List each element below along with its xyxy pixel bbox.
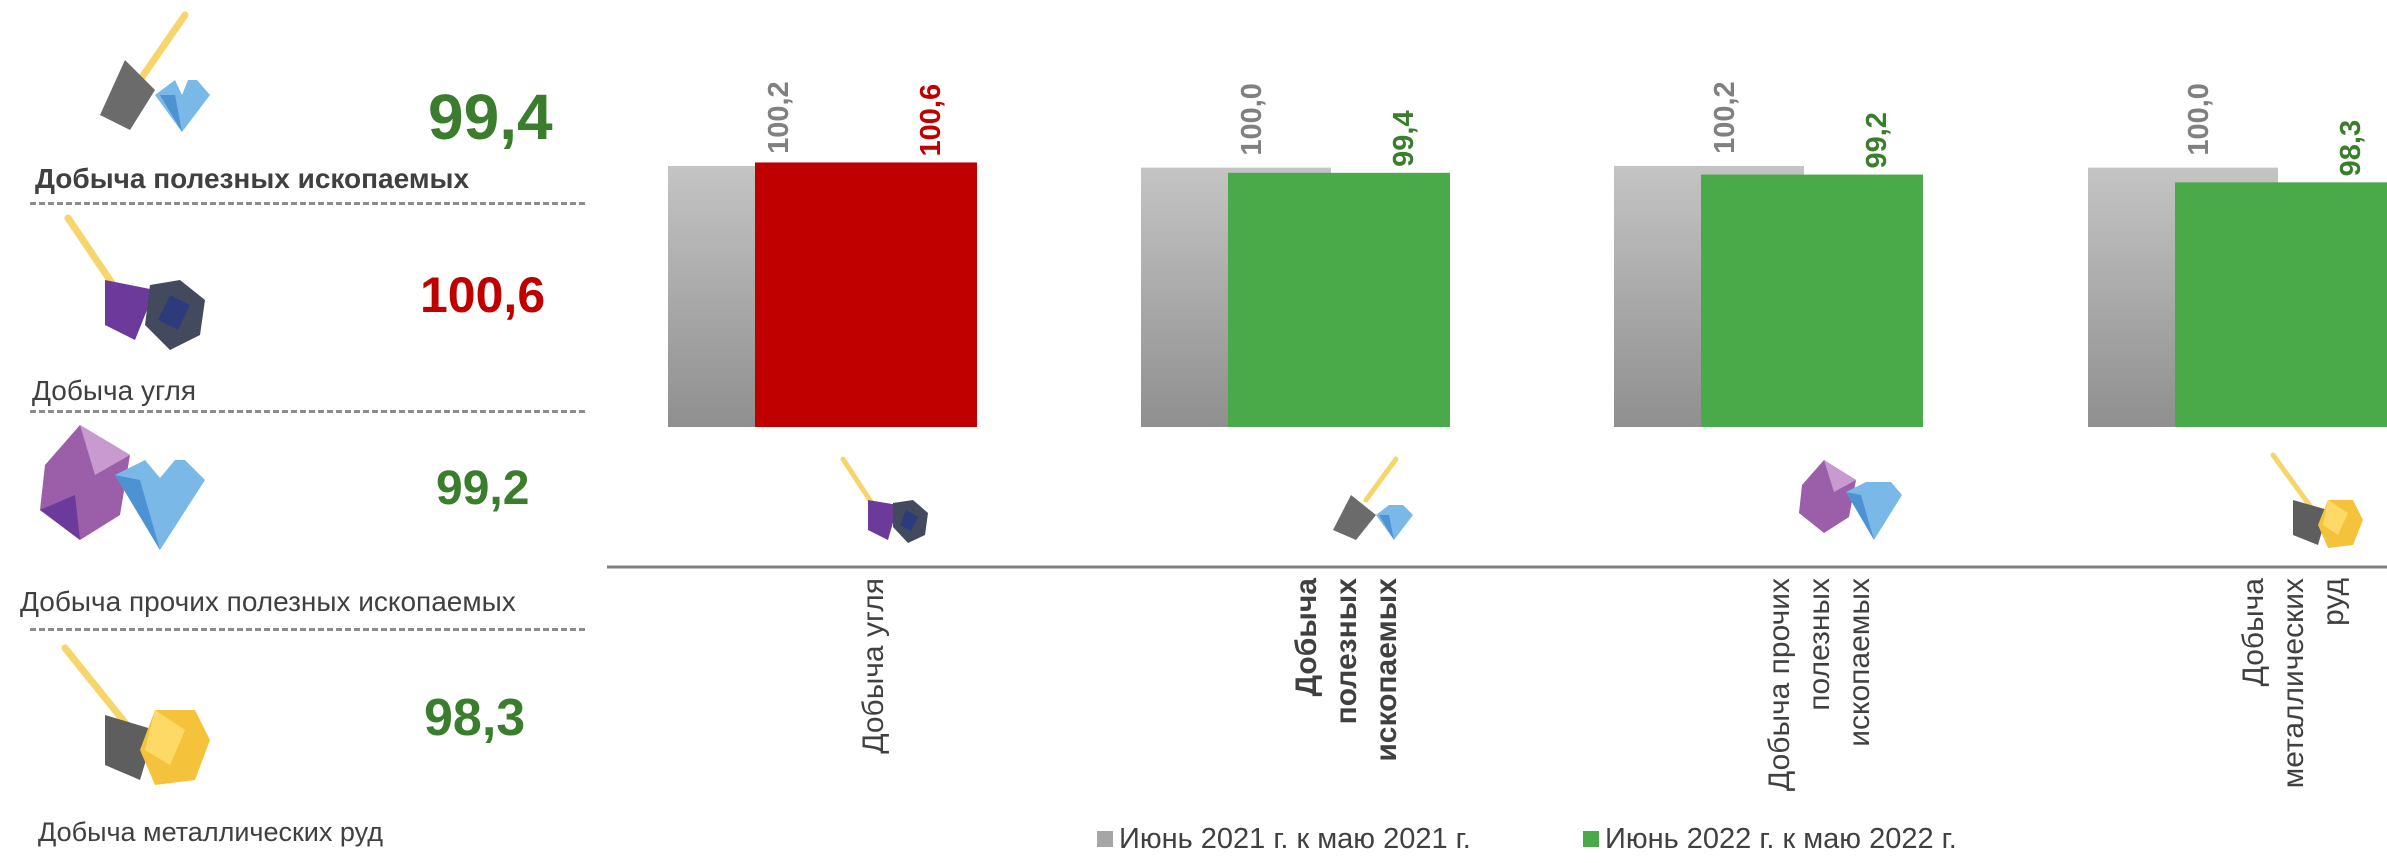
legend-item-prev: Июнь 2021 г. к маю 2021 г.	[1097, 823, 1471, 856]
bar-curr-0	[755, 162, 977, 427]
bar-curr-2	[1701, 174, 1923, 427]
value-label-prev-1: 100,0	[1236, 83, 1268, 156]
category-label-3-0: Добыча	[2237, 578, 2270, 687]
category-label-1-0: Добыча	[1290, 578, 1323, 697]
category-label-2-2: ископаемых	[1843, 578, 1876, 747]
shovel-gold-ore-icon	[61, 644, 210, 785]
crystal-diamond-icon	[40, 425, 205, 550]
value-label-prev-3: 100,0	[2183, 83, 2215, 156]
shovel-coal-icon	[64, 214, 205, 350]
summary-value-coal: 100,6	[420, 267, 546, 323]
summary-label-metal: Добыча металлических руд	[38, 817, 383, 847]
legend-item-curr: Июнь 2022 г. к маю 2022 г.	[1583, 823, 1957, 856]
value-label-curr-3: 98,3	[2335, 120, 2367, 176]
value-label-prev-2: 100,2	[1709, 81, 1741, 154]
bar-curr-1	[1228, 172, 1450, 427]
category-label-2-0: Добыча прочих	[1763, 578, 1796, 791]
summary-label-other: Добыча прочих полезных ископаемых	[20, 586, 516, 617]
legend-label-prev: Июнь 2021 г. к маю 2021 г.	[1119, 823, 1471, 855]
divider	[30, 628, 585, 631]
legend-swatch-curr	[1583, 831, 1599, 847]
crystal-diamond-icon	[1799, 460, 1902, 540]
value-label-curr-0: 100,6	[915, 84, 947, 157]
shovel-diamond-icon	[1333, 456, 1413, 540]
summary-value-mining: 99,4	[428, 81, 553, 153]
bar-curr-3	[2175, 182, 2387, 427]
value-label-curr-2: 99,2	[1861, 112, 1893, 168]
shovel-coal-icon	[840, 456, 928, 543]
divider	[30, 410, 585, 413]
summary-value-metal: 98,3	[424, 689, 526, 747]
category-label-2-1: полезных	[1803, 578, 1836, 711]
category-label-0-0: Добыча угля	[857, 578, 890, 754]
value-label-curr-1: 99,4	[1388, 110, 1420, 166]
value-label-prev-0: 100,2	[763, 81, 795, 154]
shovel-gold-ore-icon	[2270, 452, 2363, 548]
category-label-3-1: металлических	[2277, 578, 2310, 788]
legend-swatch-prev	[1097, 831, 1113, 847]
category-label-3-2: руд	[2317, 578, 2350, 626]
summary-label-coal: Добыча угля	[32, 375, 197, 406]
legend-label-curr: Июнь 2022 г. к маю 2022 г.	[1605, 823, 1957, 855]
summary-value-other: 99,2	[436, 462, 530, 515]
summary-label-mining: Добыча полезных ископаемых	[35, 163, 470, 194]
category-label-1-1: полезных	[1330, 578, 1363, 725]
category-label-1-2: ископаемых	[1370, 578, 1403, 762]
divider	[30, 202, 585, 205]
shovel-diamond-icon	[100, 11, 210, 132]
